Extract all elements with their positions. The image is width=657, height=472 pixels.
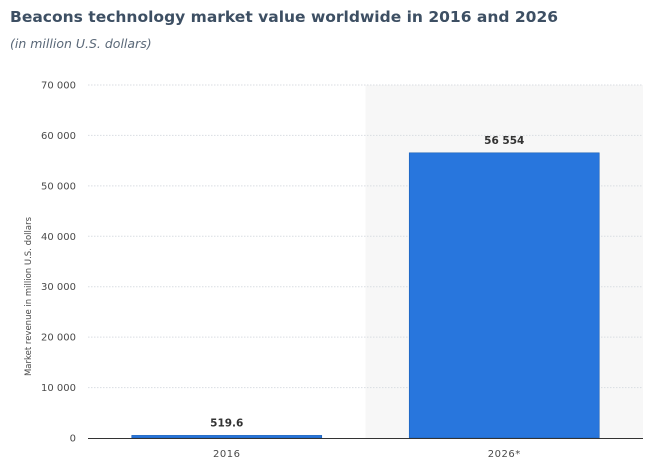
y-tick-label: 70 000 bbox=[41, 81, 76, 92]
y-tick-label: 60 000 bbox=[41, 131, 76, 142]
y-tick-label: 0 bbox=[70, 434, 76, 445]
chart-title: Beacons technology market value worldwid… bbox=[10, 8, 559, 26]
x-axis-ticks: 2016 2026* bbox=[213, 449, 521, 460]
data-label: 519.6 bbox=[210, 417, 243, 429]
y-tick-label: 10 000 bbox=[41, 383, 76, 394]
y-axis-ticks: 0 10 000 20 000 30 000 40 000 50 000 60 000 70 … bbox=[41, 81, 76, 445]
data-label: 56 554 bbox=[484, 135, 524, 147]
x-tick-label: 2016 bbox=[213, 449, 240, 460]
bar[interactable] bbox=[131, 435, 323, 439]
y-axis-title: Market revenue in million U.S. dollars bbox=[24, 216, 34, 376]
y-tick-label: 40 000 bbox=[41, 232, 76, 243]
y-tick-label: 20 000 bbox=[41, 333, 76, 344]
chart-subtitle: (in million U.S. dollars) bbox=[10, 36, 152, 51]
y-tick-label: 50 000 bbox=[41, 181, 76, 192]
bar[interactable] bbox=[408, 152, 600, 439]
y-tick-label: 30 000 bbox=[41, 282, 76, 293]
x-tick-label: 2026* bbox=[488, 449, 521, 460]
